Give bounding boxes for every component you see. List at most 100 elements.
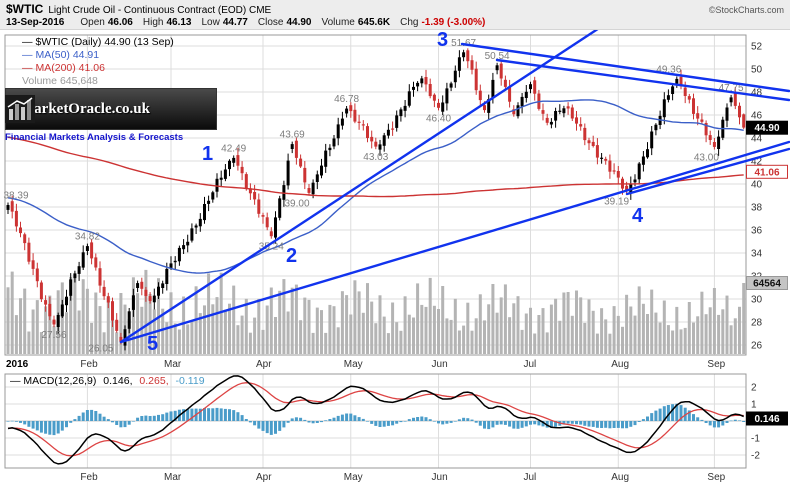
svg-text:46: 46	[751, 111, 763, 122]
trendlines	[119, 30, 790, 344]
svg-text:34.82: 34.82	[75, 232, 100, 243]
quote-chg-value: -1.39 (-3.00%)	[421, 17, 486, 28]
quote-volume-label: Volume	[321, 17, 355, 28]
svg-text:43.69: 43.69	[280, 130, 305, 141]
quote-close-label: Close	[257, 17, 284, 28]
macd-glyph: —	[10, 375, 21, 387]
quote-volume-value: 645.6K	[357, 17, 391, 28]
svg-text:44.90: 44.90	[754, 123, 779, 134]
svg-text:2: 2	[286, 245, 297, 267]
svg-text:39.19: 39.19	[604, 196, 629, 207]
svg-text:38: 38	[751, 203, 763, 214]
svg-text:Jul: Jul	[524, 359, 537, 370]
svg-text:3: 3	[437, 30, 448, 51]
marketoracle-watermark: MarketOracle.co.uk Financial Markets Ana…	[5, 88, 217, 143]
quote-low-value: 44.77	[222, 17, 248, 28]
marketoracle-logo-icon	[5, 95, 35, 123]
quote-high-label: High	[142, 17, 164, 28]
volume-bars	[6, 269, 746, 354]
series-glyph: —	[22, 36, 33, 48]
ma200-line	[7, 136, 744, 198]
price-chart-pane: 52504846444240383634323028262016FebMarAp…	[3, 30, 790, 370]
svg-text:30: 30	[751, 295, 763, 306]
svg-text:44: 44	[751, 134, 763, 145]
quote-close-value: 44.90	[286, 17, 312, 28]
svg-text:May: May	[344, 359, 363, 370]
svg-text:Jul: Jul	[524, 472, 537, 483]
svg-text:43.00: 43.00	[694, 153, 719, 164]
svg-text:49.36: 49.36	[656, 64, 681, 75]
svg-text:48: 48	[751, 88, 763, 99]
quote-chg-label: Chg	[400, 17, 419, 28]
svg-text:-2: -2	[751, 451, 760, 462]
svg-text:Mar: Mar	[164, 472, 182, 483]
legend-volume: Volume 645,648	[22, 75, 174, 88]
macd-label: MACD(12,26,9)	[23, 375, 97, 387]
svg-text:42: 42	[751, 157, 763, 168]
svg-text:Jun: Jun	[432, 359, 448, 370]
svg-text:36: 36	[751, 226, 763, 237]
quote-date: 13-Sep-2016	[6, 17, 65, 28]
svg-text:Aug: Aug	[611, 359, 629, 370]
annotation-numbers: 1 2 3 4 5	[147, 30, 644, 355]
svg-text:35.24: 35.24	[259, 242, 284, 253]
svg-text:46.78: 46.78	[334, 94, 359, 105]
svg-text:46.40: 46.40	[426, 113, 451, 124]
svg-text:50.54: 50.54	[485, 51, 510, 62]
svg-text:Apr: Apr	[256, 359, 272, 370]
legend-ma50: — MA(50) 44.91	[22, 49, 174, 62]
marketoracle-logo: MarketOracle.co.uk	[5, 88, 217, 130]
svg-text:Apr: Apr	[256, 472, 272, 483]
svg-text:26: 26	[751, 341, 763, 352]
macd-histogram	[6, 403, 746, 436]
legend-price-series: — $WTIC (Daily) 44.90 (13 Sep)	[22, 36, 174, 49]
quote-low-label: Low	[201, 17, 220, 28]
chart-legend: — $WTIC (Daily) 44.90 (13 Sep) — MA(50) 44…	[22, 36, 174, 88]
svg-text:Jun: Jun	[432, 472, 448, 483]
svg-text:1: 1	[751, 400, 757, 411]
ma200-glyph: —	[22, 62, 33, 74]
svg-text:41.06: 41.06	[754, 167, 779, 178]
header-title-row: $WTIC Light Crude Oil - Continuous Contr…	[0, 0, 790, 16]
macd-signal-value: 0.265,	[139, 375, 169, 387]
macd-value: 0.146,	[103, 375, 133, 387]
legend-price-label: $WTIC (Daily) 44.90 (13 Sep)	[35, 36, 174, 48]
instrument-title: Light Crude Oil - Continuous Contract (E…	[48, 5, 272, 16]
svg-text:52: 52	[751, 42, 763, 53]
quote-open-value: 46.06	[107, 17, 133, 28]
svg-text:64564: 64564	[753, 279, 781, 290]
svg-text:0.146: 0.146	[754, 414, 779, 425]
svg-text:28: 28	[751, 318, 763, 329]
axis-value-box: 44.90	[746, 120, 788, 135]
legend-volume-label: Volume 645,648	[22, 75, 98, 87]
candles	[6, 48, 746, 351]
quote-open-label: Open	[80, 17, 105, 28]
axis-value-box: 64564	[746, 276, 788, 290]
svg-text:Aug: Aug	[611, 472, 629, 483]
svg-text:-1: -1	[751, 434, 760, 445]
svg-text:1: 1	[202, 143, 213, 165]
ma50-line	[7, 99, 744, 274]
legend-ma200: — MA(200) 41.06	[22, 62, 174, 75]
svg-text:34: 34	[751, 249, 763, 260]
svg-text:Sep: Sep	[707, 472, 725, 483]
macd-line	[7, 375, 744, 465]
svg-text:27.56: 27.56	[41, 330, 66, 341]
axis-value-box: 0.146	[746, 411, 788, 426]
svg-text:26.05: 26.05	[88, 343, 113, 354]
marketoracle-tagline: Financial Markets Analysis & Forecasts	[5, 132, 184, 143]
macd-signal-line	[8, 382, 744, 457]
ma50-glyph: —	[22, 49, 33, 61]
svg-text:39.00: 39.00	[284, 199, 309, 210]
svg-text:38.39: 38.39	[3, 191, 28, 202]
svg-text:50: 50	[751, 65, 763, 76]
svg-text:5: 5	[147, 333, 158, 355]
svg-text:4: 4	[632, 205, 644, 227]
svg-text:Feb: Feb	[80, 472, 98, 483]
svg-text:2: 2	[751, 383, 757, 394]
svg-text:Sep: Sep	[707, 359, 725, 370]
svg-text:Feb: Feb	[80, 359, 98, 370]
legend-ma50-label: MA(50) 44.91	[35, 49, 100, 61]
